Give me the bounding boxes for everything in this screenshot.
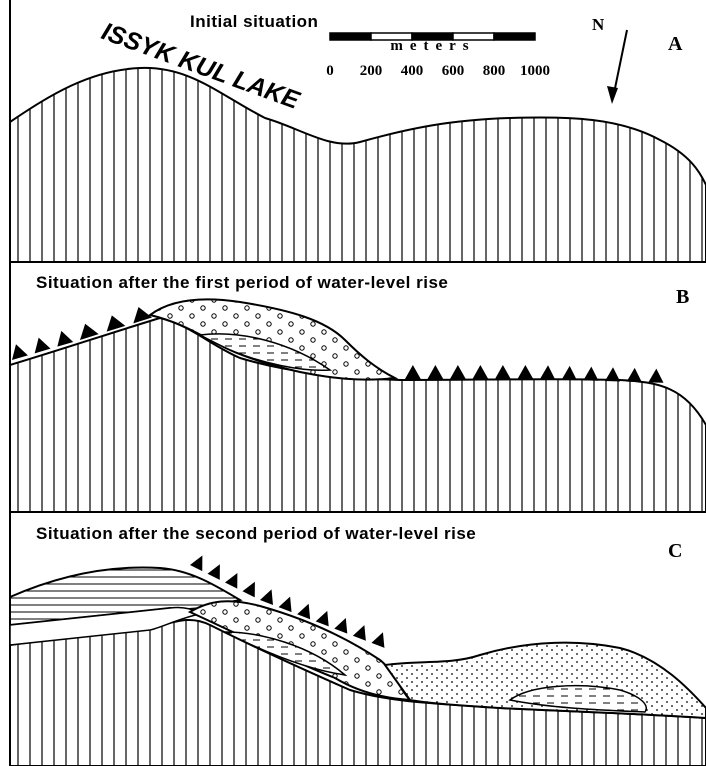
scale-tick-label: 1000 [520, 63, 550, 79]
shoreline-marker [279, 597, 292, 613]
shoreline-marker [334, 618, 347, 634]
shoreline-marker [190, 556, 202, 572]
diagram: Initial situation A ISSYK KUL LAKE meter… [0, 0, 706, 766]
shoreline-marker [473, 365, 489, 379]
shoreline-marker [605, 367, 620, 381]
shoreline-marker [648, 369, 663, 383]
shoreline-marker [353, 625, 366, 641]
bedrock [10, 318, 706, 512]
shoreline-marker [371, 632, 384, 648]
scale-segment [453, 33, 494, 40]
scale-tick-label: 0 [326, 63, 334, 79]
panel-label: C [668, 540, 682, 562]
panel-label: A [668, 33, 683, 55]
scale-tick-label: 400 [401, 63, 424, 79]
shoreline-marker [316, 611, 329, 627]
panel-title: Situation after the second period of wat… [36, 524, 476, 543]
shoreline-marker [208, 564, 220, 580]
shoreline-marker [12, 344, 28, 360]
panel-title: Situation after the first period of wate… [36, 273, 448, 292]
shoreline-marker [518, 365, 534, 379]
north-label: N [592, 15, 605, 34]
shoreline-marker [495, 365, 511, 379]
shoreline-marker [243, 582, 255, 598]
scale-segment [371, 33, 412, 40]
bedrock [10, 68, 706, 262]
shoreline-marker [627, 368, 642, 382]
shoreline-marker [297, 604, 310, 620]
shoreline-marker [450, 365, 466, 379]
shoreline-marker [35, 338, 51, 354]
scale-segment [494, 33, 535, 40]
shoreline-marker [583, 367, 598, 381]
scale-tick-label: 600 [442, 63, 465, 79]
scale-segment [330, 33, 371, 40]
panel-label: B [676, 286, 689, 308]
scale-segment [412, 33, 453, 40]
shoreline-marker [260, 589, 273, 605]
panel-title: Initial situation [190, 12, 318, 31]
shoreline-marker [405, 365, 421, 379]
scale-bar: 0 200 400 600 800 1000 [326, 33, 550, 79]
north-arrowhead [607, 86, 618, 104]
shoreline-marker [57, 331, 73, 347]
shoreline-marker [540, 365, 555, 379]
scale-tick-label: 200 [360, 63, 383, 79]
shoreline-marker [428, 365, 444, 379]
shoreline-marker [225, 573, 237, 589]
scale-tick-label: 800 [483, 63, 506, 79]
shoreline-marker [562, 366, 577, 380]
